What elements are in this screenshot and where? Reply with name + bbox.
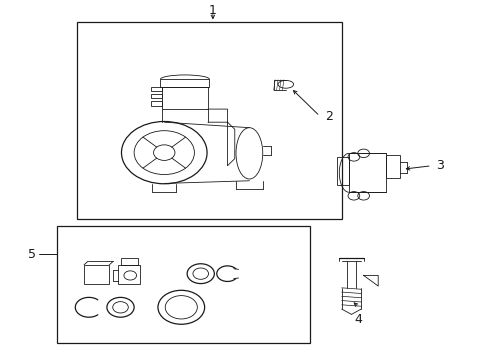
Bar xyxy=(84,265,109,284)
Bar xyxy=(57,226,309,343)
Text: 5: 5 xyxy=(28,248,36,261)
Text: 3: 3 xyxy=(436,159,444,172)
Text: 2: 2 xyxy=(324,110,332,123)
Bar xyxy=(160,79,209,87)
Bar xyxy=(118,265,140,284)
Bar xyxy=(348,153,385,192)
Bar xyxy=(120,258,137,265)
Text: 1: 1 xyxy=(208,4,216,17)
Bar xyxy=(162,87,207,109)
Bar xyxy=(385,155,399,178)
Bar xyxy=(151,87,162,91)
Text: 4: 4 xyxy=(354,312,362,325)
Bar xyxy=(336,157,348,185)
Bar xyxy=(151,94,162,99)
Bar xyxy=(77,22,341,219)
Bar xyxy=(151,101,162,105)
Polygon shape xyxy=(363,275,377,286)
